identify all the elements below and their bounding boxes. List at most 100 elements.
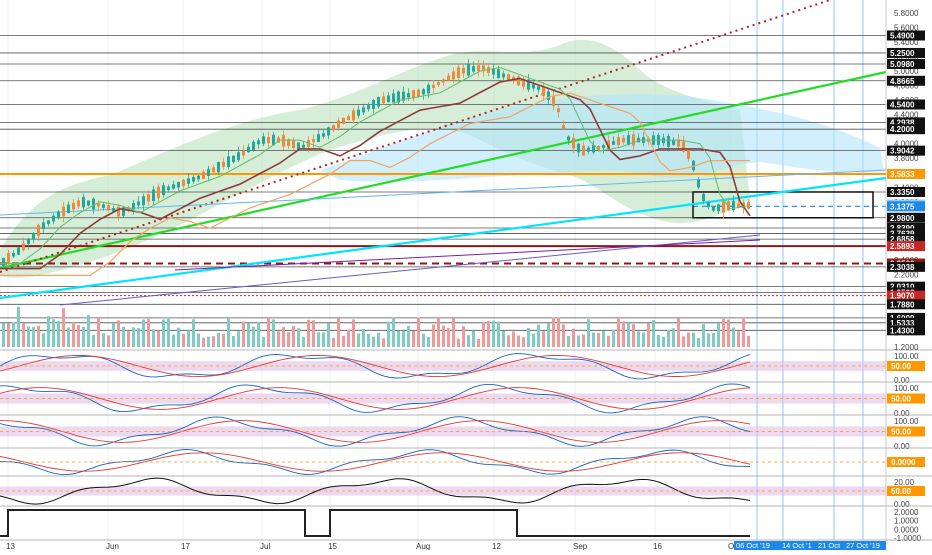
candle-body bbox=[347, 116, 350, 121]
price-tick-label: 1.2000 bbox=[894, 343, 919, 352]
panel-value-badge bbox=[887, 486, 925, 496]
volume-bar bbox=[332, 337, 335, 347]
volume-bar bbox=[722, 318, 725, 347]
candle-body bbox=[532, 84, 535, 89]
candle-body bbox=[672, 139, 675, 145]
volume-bar bbox=[182, 333, 185, 347]
candle-body bbox=[302, 144, 305, 148]
price-tick-label: 5.0000 bbox=[894, 67, 919, 76]
volume-bar bbox=[302, 337, 305, 347]
volume-bar bbox=[527, 327, 530, 347]
volume-bar bbox=[462, 326, 465, 347]
trendline-purple-2 bbox=[174, 239, 761, 271]
volume-bar bbox=[227, 318, 230, 347]
price-level-badge-label: 1.9070 bbox=[890, 292, 915, 301]
candle-body bbox=[517, 76, 520, 86]
volume-bar bbox=[692, 332, 695, 347]
volume-bar bbox=[697, 337, 700, 347]
candle-body bbox=[42, 222, 45, 229]
volume-bar bbox=[62, 308, 65, 347]
price-level-badge-label: 2.0310 bbox=[890, 283, 915, 292]
volume-bar bbox=[347, 329, 350, 347]
volume-bar bbox=[512, 331, 515, 347]
price-level-badge bbox=[887, 168, 925, 179]
volume-bar bbox=[732, 327, 735, 347]
candle-body bbox=[52, 215, 55, 222]
oscillator-line-black bbox=[0, 477, 751, 505]
volume-bar bbox=[682, 336, 685, 347]
volume-bar bbox=[667, 329, 670, 347]
price-level-badge bbox=[887, 47, 925, 58]
candle-body bbox=[577, 143, 580, 153]
panel-value-badge-label: 50.00 bbox=[891, 487, 912, 496]
volume-bar bbox=[432, 324, 435, 347]
candle-body bbox=[447, 75, 450, 81]
price-level-badge bbox=[887, 145, 925, 156]
volume-bar bbox=[687, 332, 690, 347]
candle-body bbox=[187, 178, 190, 184]
candle-body bbox=[612, 141, 615, 145]
panel-value-badge bbox=[887, 426, 925, 437]
volume-bar bbox=[77, 325, 80, 347]
volume-bar bbox=[87, 315, 90, 347]
volume-bar bbox=[602, 331, 605, 347]
volume-bar bbox=[352, 319, 355, 347]
volume-bar bbox=[177, 327, 180, 347]
price-level-badge-label: 4.2938 bbox=[890, 118, 915, 127]
volume-bar bbox=[132, 327, 135, 347]
candle-body bbox=[342, 117, 345, 124]
horizontal-levels bbox=[0, 35, 886, 331]
volume-bar bbox=[427, 336, 430, 347]
volume-bar bbox=[562, 324, 565, 347]
volume-bar bbox=[357, 333, 360, 347]
volume-bar bbox=[447, 328, 450, 347]
volume-bar bbox=[342, 335, 345, 347]
candle-body bbox=[217, 161, 220, 173]
date-badge-label: 21 Oct bbox=[818, 541, 841, 550]
volume-bar bbox=[547, 323, 550, 347]
volume-bar bbox=[702, 324, 705, 347]
candle-body bbox=[137, 201, 140, 206]
candle-body bbox=[192, 177, 195, 182]
volume-bar bbox=[582, 334, 585, 347]
volume-bar bbox=[222, 333, 225, 347]
candle-body bbox=[627, 135, 630, 145]
price-level-badge bbox=[887, 186, 925, 197]
candle-body bbox=[527, 79, 530, 90]
price-level-badge bbox=[887, 261, 925, 272]
candle-body bbox=[497, 69, 500, 79]
panel-tick-label: 1.0000 bbox=[894, 517, 919, 526]
candle-body bbox=[177, 181, 180, 188]
oscillator-line-blue bbox=[0, 448, 751, 476]
volume-bar bbox=[452, 318, 455, 347]
price-axis[interactable]: 5.80005.60005.40005.20005.00004.80004.60… bbox=[887, 9, 925, 352]
price-level-badge-label: 3.3350 bbox=[890, 188, 915, 197]
time-tick-label: 15 bbox=[328, 542, 337, 550]
candle-body bbox=[547, 92, 550, 100]
volume-bar bbox=[207, 336, 210, 347]
volume-bar bbox=[212, 336, 215, 347]
volume-bar bbox=[592, 332, 595, 347]
volume-bar bbox=[522, 337, 525, 347]
panel-tick-label: 0.00 bbox=[894, 409, 910, 418]
volume-bar bbox=[142, 319, 145, 347]
volume-bar bbox=[652, 320, 655, 347]
volume-bar bbox=[2, 323, 5, 347]
volume-bars bbox=[2, 306, 750, 347]
oscillator-line-red bbox=[0, 420, 751, 443]
price-tick-label: 5.8000 bbox=[894, 9, 919, 18]
price-level-badge bbox=[887, 212, 925, 223]
price-level-badge-label: 4.8665 bbox=[890, 77, 915, 86]
volume-bar bbox=[322, 332, 325, 347]
price-tick-label: 2.2000 bbox=[894, 270, 919, 279]
volume-bar bbox=[242, 321, 245, 347]
candle-body bbox=[557, 108, 560, 113]
candle-body bbox=[112, 207, 115, 212]
candle-body bbox=[717, 204, 720, 212]
candle-body bbox=[67, 204, 70, 214]
volume-bar bbox=[312, 320, 315, 347]
volume-bar bbox=[197, 333, 200, 347]
